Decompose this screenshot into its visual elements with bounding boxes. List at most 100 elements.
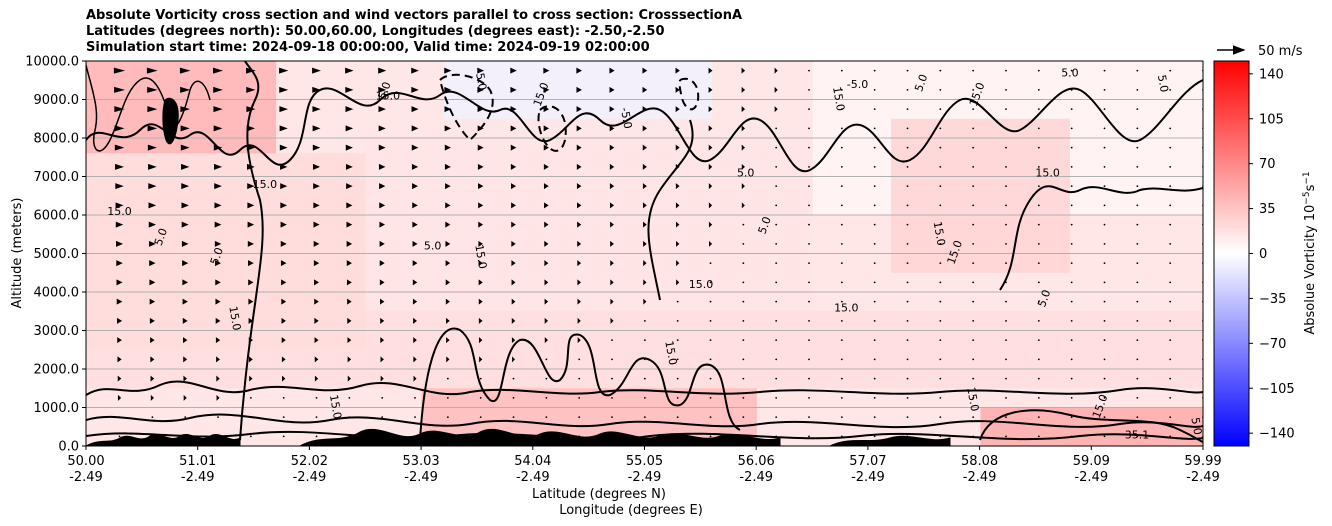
wind-vector [217,435,219,438]
contour-line-upper-1 [86,79,1203,173]
wind-vector [116,298,123,305]
field-region-6 [86,311,1203,389]
wind-vector [478,260,483,267]
wind-vector [445,202,451,209]
wind-vector [544,298,549,305]
wind-vector [479,377,482,380]
wind-vector [279,125,288,132]
wind-vector [642,163,647,170]
wind-vector [1136,165,1139,168]
wind-vector [972,416,975,419]
wind-vector [676,396,679,399]
wind-vector [478,183,484,190]
wind-vector [1103,339,1106,342]
wind-vector [1005,396,1007,399]
x-tick-label-latitude: 59.99 [1184,454,1221,469]
wind-vector [775,358,778,361]
wind-vector [709,435,712,438]
wind-vector [315,435,318,438]
wind-vector [412,240,418,247]
contour-label: -5.0 [618,106,635,129]
wind-vector [972,396,975,399]
wind-vector [545,377,548,380]
wind-vector [1070,300,1073,303]
wind-vector [939,185,942,188]
wind-vector [183,356,188,363]
wind-vector [1070,339,1073,342]
wind-vector [146,67,158,74]
colorbar-tick-label: 35 [1259,202,1276,217]
wind-vector [313,183,320,190]
wind-vector [1070,204,1073,207]
wind-vector [708,202,713,209]
wind-vector [1037,242,1040,245]
wind-vector [1136,416,1139,419]
wind-vector [808,319,810,322]
wind-vector [247,202,255,209]
wind-vector [808,358,810,361]
wind-vector [282,435,285,438]
wind-vector [380,317,385,324]
wind-vector [114,125,125,132]
wind-vector [379,183,386,190]
wind-vector [446,396,449,399]
contour-label: 5.0 [1061,66,1079,79]
wind-vector [510,86,517,93]
wind-vector [1169,127,1172,130]
wind-vector [282,396,285,399]
colorbar-tick-label: 0 [1259,247,1267,262]
wind-vector [610,240,614,247]
y-tick-label: 1000.0 [34,401,80,416]
contour-label: 35.1 [1125,428,1150,441]
wind-vector [280,240,287,247]
wind-vector [249,396,252,399]
wind-vector [315,396,318,399]
contour-line-right-low [979,409,1203,443]
colorbar-tick-label: 140 [1259,67,1284,82]
wind-vector [906,339,909,342]
wind-vector [709,358,712,361]
wind-vector [545,416,548,419]
wind-vector [708,240,713,247]
wind-vector [413,337,417,344]
wind-vector [873,281,876,284]
wind-vector [576,144,582,151]
wind-vector [1070,396,1073,399]
wind-vector [512,377,515,380]
wind-vector [840,300,843,303]
wind-vector [1169,69,1172,72]
wind-vector [115,183,124,190]
wind-vector [1070,165,1073,168]
wind-vector [446,377,449,380]
wind-vector [972,435,975,438]
colorbar: 140 105 70 35 0 −35 −70 −105 −140 Absolue Vortic… [1213,60,1318,447]
wind-vector [545,435,548,438]
wind-vector [1037,127,1040,130]
wind-vector [873,339,876,342]
wind-vector [675,106,680,113]
wind-vector [808,300,810,303]
wind-vector [1070,416,1073,419]
wind-vector [577,240,582,247]
wind-vector [114,144,125,151]
wind-vector [1103,223,1106,226]
wind-vector [544,337,548,344]
wind-vector [279,144,288,151]
contour-label: 15.0 [376,90,401,103]
wind-vector [510,183,517,190]
wind-vector [611,358,613,361]
wind-vector [314,356,319,363]
wind-vector [775,300,778,303]
wind-vector [906,127,909,130]
wind-vector [939,339,942,342]
wind-vector [741,144,745,151]
wind-vector [972,185,975,188]
wind-vector [709,339,712,342]
y-tick-label: 2000.0 [34,363,80,378]
wind-vector [477,125,484,132]
wind-vector [742,435,745,438]
wind-vector [1136,88,1139,91]
colorbar-label-unit: s [1303,184,1318,191]
contour-label: -5.0 [473,68,490,91]
wind-vector [1037,185,1040,188]
